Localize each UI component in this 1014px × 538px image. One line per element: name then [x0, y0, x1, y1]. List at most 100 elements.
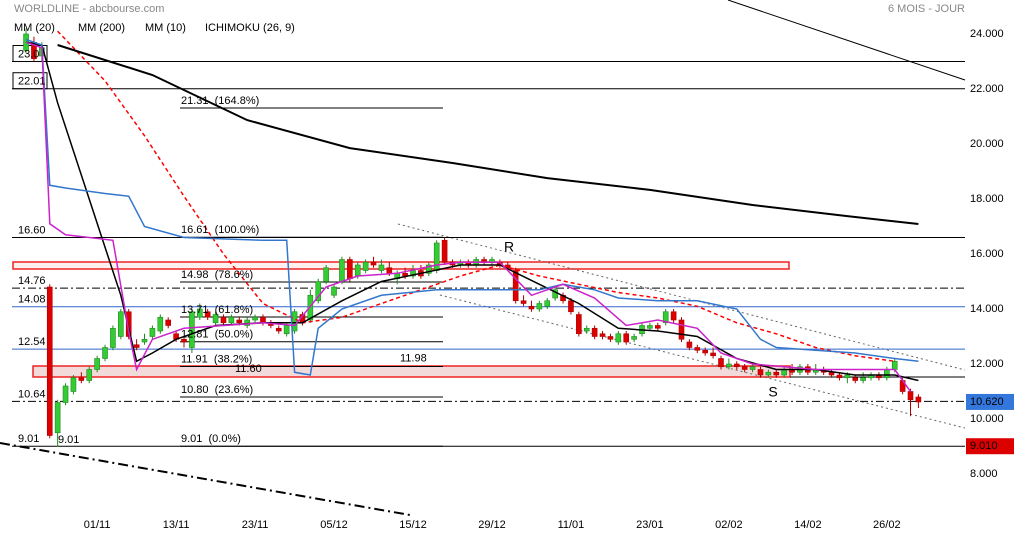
candle-body: [133, 344, 140, 348]
x-tick-label: 02/02: [715, 519, 743, 531]
candle-body: [275, 327, 282, 332]
channel-line: [397, 223, 966, 371]
fib-label: 9.01 (0.0%): [181, 433, 241, 445]
candle-body: [86, 369, 93, 381]
x-tick-label: 13/11: [163, 519, 190, 531]
candle-body: [220, 316, 227, 324]
level-label-box: [12, 72, 48, 90]
candle-body: [765, 371, 772, 376]
legend-entry: MM (20): [14, 22, 55, 34]
candle-body: [773, 371, 780, 376]
y-tick-label: 8.000: [970, 468, 998, 480]
level-label: 14.08: [18, 294, 46, 306]
levels: [12, 45, 965, 447]
candle-body: [591, 327, 598, 337]
candle-body: [212, 314, 219, 324]
candle-body: [710, 352, 716, 357]
candle-body: [528, 305, 535, 310]
candle-body: [884, 369, 890, 379]
legend-entry: MM (10): [145, 22, 186, 34]
trend-line: [727, 0, 966, 81]
y-tick-label: 14.000: [970, 303, 1004, 315]
fib-label: 10.80 (23.6%): [181, 384, 253, 396]
candle-body: [354, 264, 361, 277]
candle-body: [694, 347, 701, 351]
support-zone: [32, 365, 791, 378]
indicator-line: [25, 38, 919, 376]
candle-body: [347, 259, 353, 280]
fib-label: 11.91 (38.2%): [181, 353, 252, 365]
candle-body: [670, 311, 677, 321]
candle-body: [260, 316, 266, 324]
candle-body: [331, 286, 337, 296]
level-label: 14.76: [18, 275, 46, 287]
x-tick-label: 15/12: [399, 519, 427, 531]
candle-body: [836, 374, 843, 379]
channel-line: [439, 294, 966, 429]
candle-body: [54, 402, 61, 434]
fib-label: 13.71 (61.8%): [181, 304, 253, 316]
candle-body: [741, 366, 748, 370]
candle-body: [283, 325, 290, 335]
y-tick-label: 16.000: [970, 248, 1004, 260]
candle-body: [631, 336, 637, 340]
annotation: S: [768, 384, 777, 400]
candle-body: [307, 294, 314, 321]
level-label-box: [12, 45, 48, 62]
candle-body: [757, 369, 764, 376]
candle-body: [228, 316, 235, 324]
resistance-zone: [12, 261, 790, 270]
chart-title: WORLDLINE - abcbourse.com: [14, 3, 164, 15]
x-tick-label: 01/11: [84, 519, 111, 531]
candle-body: [118, 311, 124, 337]
candle-body: [599, 333, 606, 337]
level-label: 23.0: [18, 48, 39, 60]
candle-body: [102, 347, 108, 359]
candle-body: [252, 316, 258, 321]
candle-body: [647, 325, 653, 329]
candle-body: [323, 267, 329, 282]
candle-body: [125, 311, 132, 337]
candle-body: [623, 333, 630, 343]
candle-body: [370, 261, 377, 266]
candle-body: [236, 319, 243, 324]
level-label: 10.64: [18, 388, 46, 400]
indicator-lines: [25, 30, 919, 392]
candle-body: [386, 267, 393, 274]
candle-body: [520, 300, 527, 304]
candle-body: [189, 311, 195, 348]
candle-body: [686, 341, 693, 348]
candle-body: [749, 366, 756, 370]
fib-label: 14.98 (78.6%): [181, 269, 253, 281]
candle-body: [426, 264, 432, 274]
x-tick-label: 23/11: [242, 519, 269, 531]
candle-body: [568, 300, 574, 313]
candle-body: [662, 311, 669, 324]
price-tag-label: 9.010: [970, 440, 998, 452]
y-tick-label: 10.000: [970, 413, 1004, 425]
candle-body: [726, 363, 732, 368]
x-tick-label: 23/01: [636, 519, 664, 531]
candle-body: [165, 319, 172, 326]
level-label: 16.60: [18, 224, 46, 236]
level-label: 9.01: [18, 433, 39, 445]
candle-body: [576, 314, 582, 335]
candle-body: [204, 311, 211, 318]
candle-body: [702, 349, 708, 354]
x-tick-label: 14/02: [794, 519, 822, 531]
candle-body: [536, 303, 543, 310]
candle-body: [46, 286, 53, 436]
candle-body: [94, 358, 100, 370]
candle-body: [362, 261, 369, 271]
legend-entry: MM (200): [78, 22, 125, 34]
fib-label: 12.81 (50.0%): [181, 329, 253, 341]
candle-body: [781, 369, 787, 376]
x-tick-label: 26/02: [873, 519, 901, 531]
price-label: 9.01: [58, 434, 79, 446]
candle-body: [196, 308, 203, 318]
candle-body: [655, 325, 661, 329]
level-label: 22.01: [18, 76, 46, 88]
candle-body: [149, 327, 156, 337]
candle-body: [62, 385, 69, 403]
